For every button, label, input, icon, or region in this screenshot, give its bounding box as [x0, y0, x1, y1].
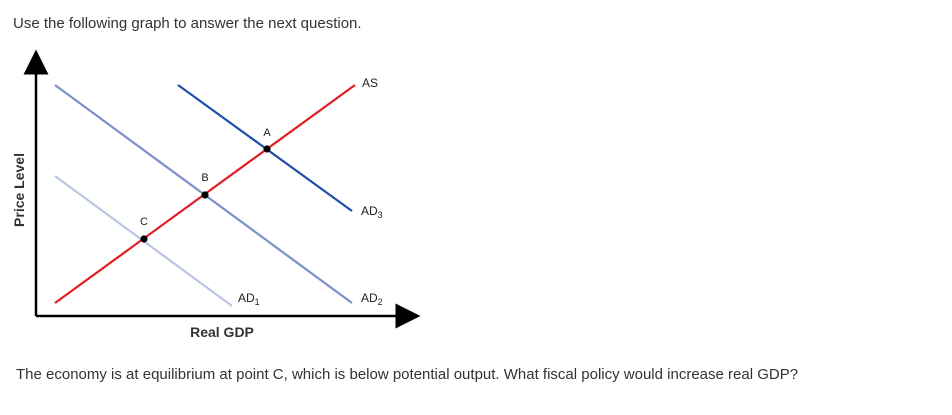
point-a-marker [263, 145, 271, 153]
point-a-label: A [263, 127, 271, 139]
point-b-marker [201, 191, 209, 199]
point-b-label: B [201, 172, 208, 184]
point-c-label: C [140, 216, 148, 228]
ad3-curve-label: AD3 [361, 204, 383, 220]
as-curve-label: AS [362, 76, 378, 90]
question-text: The economy is at equilibrium at point C… [16, 366, 799, 383]
point-c-marker [140, 235, 148, 243]
ad1-curve-label: AD1 [238, 291, 260, 307]
ad2-curve-label: AD2 [361, 291, 383, 307]
x-axis-label: Real GDP [190, 324, 254, 340]
intro-text: Use the following graph to answer the ne… [13, 15, 362, 32]
y-axis-label: Price Level [11, 153, 27, 227]
